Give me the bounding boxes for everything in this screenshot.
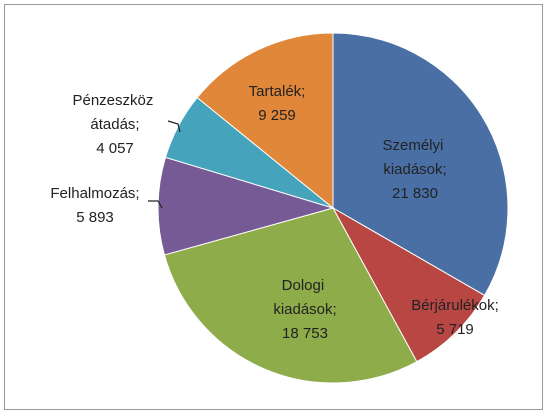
category-label: Dologi kiadások; (273, 277, 336, 318)
leader-line (167, 120, 181, 133)
data-label: Személyi kiadások; 21 830 (382, 137, 447, 202)
category-label: Bérjárulékok; (411, 297, 499, 314)
data-label: Dologi kiadások; 18 753 (273, 277, 336, 342)
category-label: Tartalék; (249, 83, 306, 100)
category-label: Személyi kiadások; (382, 137, 447, 178)
data-label: Pénzeszköz átadás; 4 057 (72, 92, 157, 157)
pie-slice (332, 32, 509, 297)
pie-slice (163, 207, 418, 384)
label-line: Tartalék; (249, 83, 306, 100)
pie-slice (196, 32, 334, 210)
label-line: kiadások; (383, 161, 446, 178)
label-line: Pénzeszköz (72, 92, 157, 109)
category-label: Felhalmozás; (50, 185, 139, 202)
label-line: Bérjárulékok; (411, 297, 499, 314)
data-label: Felhalmozás; 5 893 (50, 185, 139, 226)
data-label: Tartalék; 9 259 (249, 83, 306, 124)
leader-line (148, 200, 163, 209)
value-label: 4 057 (96, 140, 134, 157)
label-line: Személyi (382, 137, 447, 154)
value-label: 5 719 (436, 321, 474, 338)
value-label: 18 753 (282, 325, 328, 342)
value-label: 5 893 (76, 209, 114, 226)
label-line: Felhalmozás; (50, 185, 139, 202)
label-line: Dologi (282, 277, 329, 294)
pie-slice (331, 206, 486, 363)
label-line: kiadások; (273, 301, 336, 318)
pie-slice (157, 156, 335, 256)
data-label: Bérjárulékok; 5 719 (411, 297, 499, 338)
label-line: átadás; (90, 116, 139, 133)
value-label: 21 830 (392, 185, 438, 202)
category-label: Pénzeszköz átadás; (72, 92, 157, 133)
value-label: 9 259 (258, 107, 296, 124)
